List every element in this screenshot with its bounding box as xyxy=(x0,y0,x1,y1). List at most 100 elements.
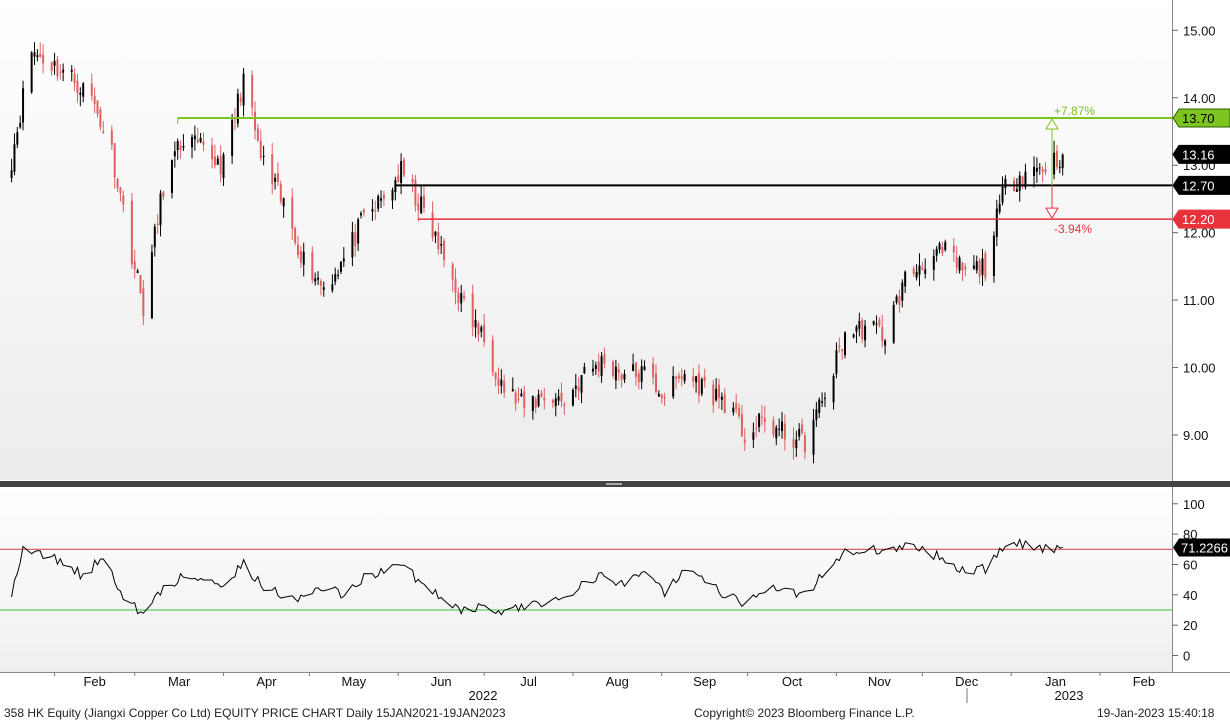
candle-body xyxy=(875,323,878,325)
candle-body xyxy=(119,187,122,194)
candle-body xyxy=(772,420,775,435)
candle-body xyxy=(723,394,726,413)
candle-body xyxy=(216,158,219,165)
candle-body xyxy=(591,368,594,372)
candle-body xyxy=(13,144,16,172)
candle-body xyxy=(420,196,423,214)
candle-body xyxy=(236,93,239,124)
candle-body xyxy=(571,389,574,406)
candle-body xyxy=(50,62,53,71)
candle-body xyxy=(254,111,257,131)
candle-body xyxy=(758,413,761,428)
month-label: Aug xyxy=(606,674,629,689)
candle-body xyxy=(574,385,577,389)
candle-body xyxy=(520,393,523,397)
candle-body xyxy=(935,248,938,256)
candle-body xyxy=(941,246,944,254)
month-label: Jul xyxy=(520,674,537,689)
candle-body xyxy=(798,428,801,437)
candle-body xyxy=(139,275,142,293)
candle-body xyxy=(838,345,841,348)
candle-body xyxy=(457,292,460,303)
candle-body xyxy=(560,392,563,402)
candle-body xyxy=(912,268,915,275)
candle-body xyxy=(159,193,162,226)
candle-body xyxy=(855,326,858,332)
range-arrow-up-head xyxy=(1045,118,1059,130)
month-label: Apr xyxy=(256,674,277,689)
candle-body xyxy=(113,143,116,178)
candle-body xyxy=(683,373,686,381)
candle-body xyxy=(617,368,620,374)
security-title: 358 HK Equity (Jiangxi Copper Co Ltd) EQ… xyxy=(4,706,506,720)
candle-body xyxy=(377,196,380,209)
month-label: Dec xyxy=(955,674,979,689)
candle-body xyxy=(603,353,606,364)
candle-body xyxy=(654,373,657,392)
price-tick-label: 15.00 xyxy=(1183,23,1216,38)
candle-body xyxy=(815,409,818,420)
candle-body xyxy=(443,240,446,261)
candle-body xyxy=(142,288,145,317)
candle-body xyxy=(357,219,360,244)
candle-body xyxy=(637,373,640,383)
candle-body xyxy=(517,398,520,400)
candle-body xyxy=(191,136,194,148)
candle-body xyxy=(964,266,967,270)
candle-body xyxy=(213,156,216,166)
candle-body xyxy=(540,392,543,397)
candle-body xyxy=(1004,178,1007,188)
candle-body xyxy=(202,141,205,145)
candle-body xyxy=(42,54,45,64)
candle-body xyxy=(958,257,961,271)
candle-body xyxy=(500,379,503,386)
rsi-tick-label: 100 xyxy=(1183,497,1205,512)
candle-body xyxy=(454,278,457,293)
candle-body xyxy=(755,427,758,429)
candle-body xyxy=(337,275,340,277)
candle-body xyxy=(239,97,242,102)
candle-body xyxy=(99,109,102,128)
candle-body xyxy=(612,361,615,376)
candle-body xyxy=(583,366,586,374)
candle-body xyxy=(380,198,383,201)
candle-body xyxy=(998,204,1001,213)
candle-body xyxy=(1038,167,1041,169)
candle-body xyxy=(523,391,526,409)
candle-body xyxy=(803,435,806,452)
rsi-value-tag-box xyxy=(1173,538,1230,557)
candle-body xyxy=(634,362,637,377)
candle-body xyxy=(351,232,354,258)
candle-body xyxy=(932,256,935,270)
candle-body xyxy=(884,340,887,346)
price-tick-label: 10.00 xyxy=(1183,361,1216,376)
candle-body xyxy=(222,154,225,179)
candle-body xyxy=(116,178,119,188)
candle-body xyxy=(1041,168,1044,172)
candle-body xyxy=(474,320,477,328)
candle-body xyxy=(282,198,285,207)
candle-body xyxy=(944,242,947,251)
month-label: Jan xyxy=(1045,674,1066,689)
candle-body xyxy=(494,372,497,379)
candle-body xyxy=(460,293,463,304)
candle-body xyxy=(150,252,153,319)
candle-body xyxy=(763,417,766,423)
candle-body xyxy=(720,396,723,400)
candle-body xyxy=(153,226,156,248)
candle-body xyxy=(511,389,514,392)
price-tick-label: 12.00 xyxy=(1183,226,1216,241)
rsi-panel-bg xyxy=(0,488,1172,672)
candle-body xyxy=(775,427,778,439)
candle-body xyxy=(712,384,715,405)
candle-body xyxy=(199,137,202,142)
candle-body xyxy=(251,74,254,108)
lower-level-tag-box xyxy=(1172,209,1230,229)
candle-body xyxy=(597,361,600,372)
candle-body xyxy=(643,366,646,371)
candle-body xyxy=(821,401,824,404)
candle-body xyxy=(497,378,500,386)
candle-body xyxy=(692,376,695,382)
